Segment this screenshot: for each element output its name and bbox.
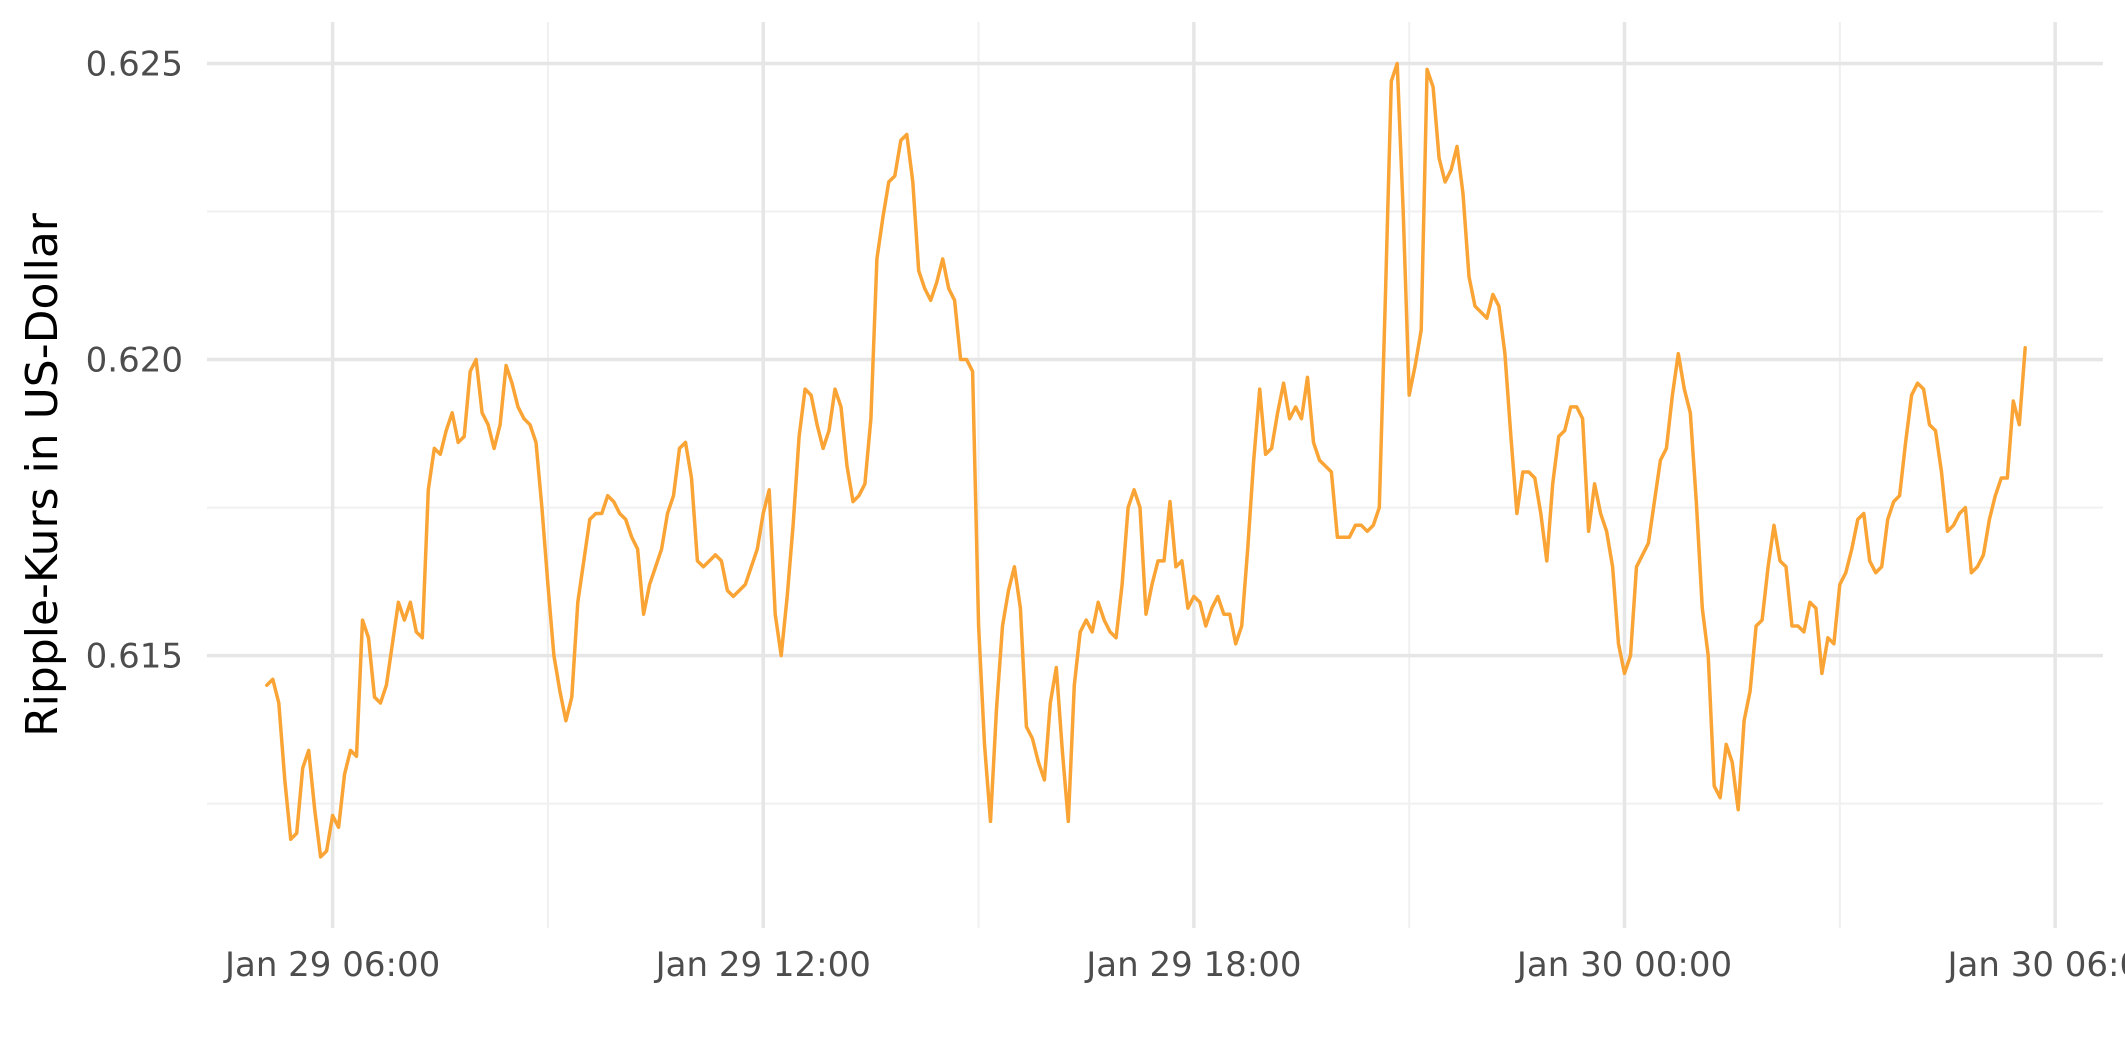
y-tick-labels: 0.615 0.620 0.625 [86, 44, 183, 676]
minor-gridlines [207, 22, 2103, 928]
price-line [265, 61, 2027, 859]
y-tick-label: 0.615 [86, 637, 183, 677]
x-tick-label: Jan 30 00:00 [1515, 945, 1732, 985]
series-layer [265, 61, 2027, 859]
x-tick-label: Jan 29 18:00 [1084, 945, 1301, 985]
x-tick-labels: Jan 29 06:00 Jan 29 12:00 Jan 29 18:00 Jan … [223, 945, 2125, 985]
y-tick-label: 0.625 [86, 44, 183, 84]
x-tick-label: Jan 30 06:00 [1946, 945, 2125, 985]
x-tick-label: Jan 29 12:00 [654, 945, 871, 985]
y-tick-label: 0.620 [86, 341, 183, 381]
major-gridlines [207, 22, 2103, 928]
y-axis-title: Ripple-Kurs in US-Dollar [17, 212, 68, 737]
x-tick-label: Jan 29 06:00 [223, 945, 440, 985]
